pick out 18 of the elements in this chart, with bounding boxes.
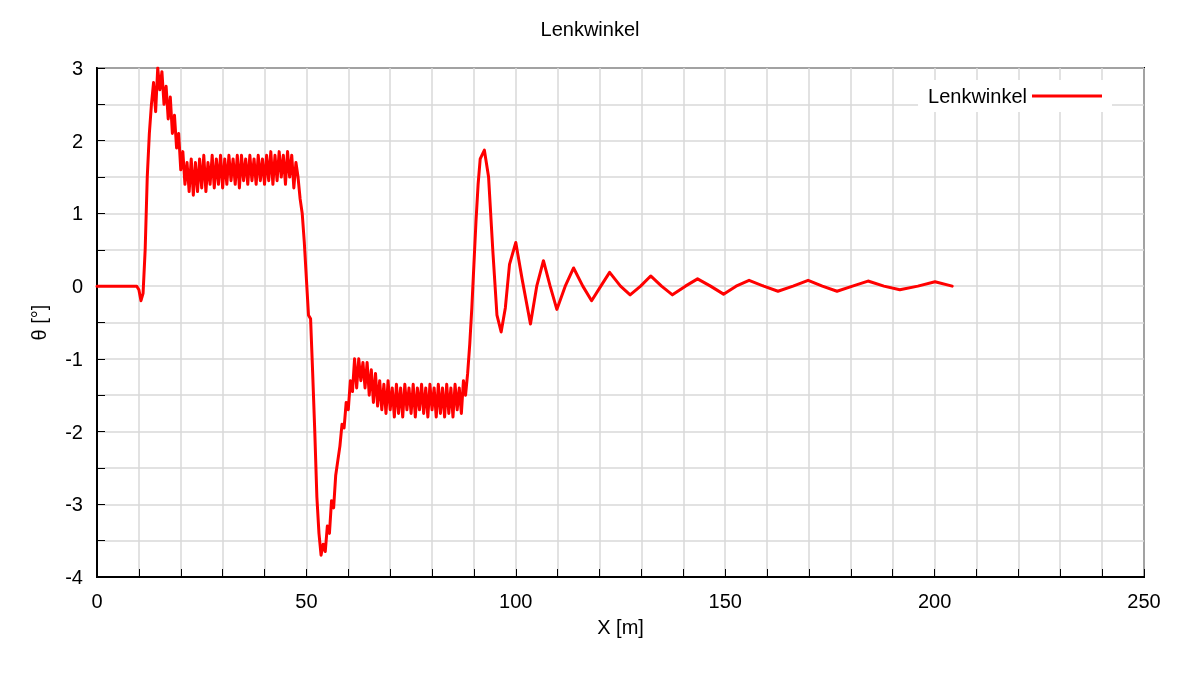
y-tick-label: -1 bbox=[65, 347, 83, 370]
x-axis-title: X [m] bbox=[597, 616, 644, 638]
y-axis-title: θ [°] bbox=[28, 304, 50, 341]
x-tick-label: 50 bbox=[295, 590, 318, 612]
y-tick-label: 2 bbox=[71, 129, 83, 152]
y-tick-label: -2 bbox=[65, 420, 83, 443]
x-tick-label: 250 bbox=[1127, 590, 1161, 612]
y-tick-label: 0 bbox=[71, 275, 83, 298]
x-tick-label: 200 bbox=[917, 590, 952, 612]
y-tick-label: 1 bbox=[71, 202, 83, 225]
chart-title: Lenkwinkel bbox=[540, 18, 640, 40]
x-tick-label: 0 bbox=[91, 590, 103, 612]
x-tick-label: 100 bbox=[499, 590, 533, 612]
legend-label: Lenkwinkel bbox=[928, 85, 1027, 107]
y-tick-label: -3 bbox=[65, 493, 83, 516]
y-tick-label: -4 bbox=[65, 566, 83, 588]
x-tick-label: 150 bbox=[708, 590, 742, 612]
y-tick-label: 3 bbox=[71, 57, 83, 79]
